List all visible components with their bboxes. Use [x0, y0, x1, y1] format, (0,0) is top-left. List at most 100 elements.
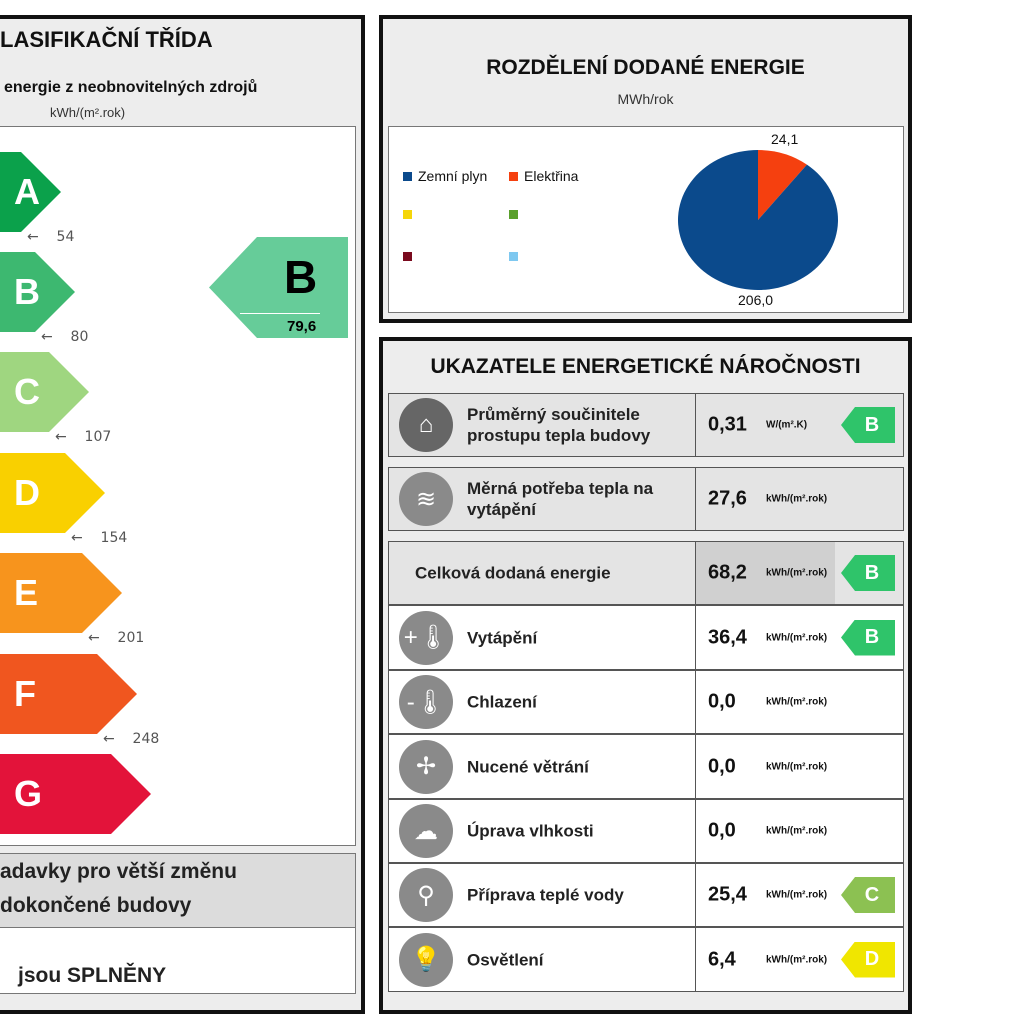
indicator-value: 68,2 [708, 561, 747, 584]
class-letter: F [14, 673, 36, 714]
indicator-unit: kWh/(m².rok) [766, 632, 828, 643]
result-box [0, 928, 356, 994]
class-threshold: ← 54 [27, 229, 75, 245]
legend-swatch [403, 252, 412, 261]
humidity-icon: ☁ [399, 804, 453, 858]
legend-item [403, 210, 418, 219]
indicator-value-cell: 0,0 kWh/(m².rok) [695, 671, 835, 733]
indicator-value: 36,4 [708, 626, 747, 648]
legend-item [403, 252, 418, 261]
requirement-result: jsou SPLNĚNY [18, 964, 167, 987]
class-badge: D [841, 941, 895, 978]
indicator-unit: W/(m².K) [766, 419, 808, 431]
indicator-label: Nucené větrání [467, 757, 589, 776]
legend-swatch [403, 210, 412, 219]
indicator-row: +🌡 Vytápění 36,4 kWh/(m².rok) B [388, 605, 904, 670]
indicator-row: ⌂ Průměrný součinitele prostupu tepla bud… [388, 393, 904, 457]
indicator-divider [240, 313, 320, 314]
class-letter: A [14, 171, 40, 212]
indicator-row: ≋ Měrná potřeba tepla na vytápění 27,6 kWh/… [388, 467, 904, 531]
legend-item: Elektřina [509, 168, 578, 184]
pie-slice [758, 150, 807, 220]
class-badge: B [841, 407, 895, 443]
legend-swatch [509, 210, 518, 219]
indicator-value: 0,0 [708, 819, 736, 842]
indicator-row: Celková dodaná energie 68,2 kWh/(m².rok) B [388, 541, 904, 605]
legend-swatch [403, 171, 412, 181]
house-icon: ⌂ [399, 398, 453, 452]
class-threshold: ← 201 [88, 630, 145, 646]
faucet-icon: ⚲ [399, 868, 453, 922]
indicator-unit: kWh/(m².rok) [766, 696, 828, 708]
class-threshold: ← 107 [55, 429, 112, 445]
pie-label-small: 24,1 [771, 131, 799, 147]
indicator-unit: kWh/(m².rok) [766, 825, 828, 837]
indicator-value: 0,31 [708, 413, 747, 436]
classification-title: LASIFIKAČNÍ TŘÍDA [0, 27, 213, 52]
class-badge: B [841, 555, 895, 591]
indicator-value: 79,6 [287, 318, 317, 335]
indicator-label: Průměrný součinitele prostupu tepla budo… [467, 405, 651, 445]
light-bulb-icon: 💡 [399, 932, 453, 987]
requirement-box [0, 853, 356, 928]
indicator-class: B [284, 251, 318, 303]
indicators-title: UKAZATELE ENERGETICKÉ NÁROČNOSTI [430, 355, 861, 378]
class-letter: D [14, 472, 40, 513]
indicator-unit: kWh/(m².rok) [766, 761, 828, 772]
indicator-row: 💡 Osvětlení 6,4 kWh/(m².rok) D [388, 927, 904, 992]
class-badge: B [841, 619, 895, 656]
indicator-value-cell: 36,4 kWh/(m².rok) [695, 606, 835, 669]
indicator-label: Vytápění [467, 628, 538, 647]
class-threshold: ← 154 [71, 530, 128, 546]
indicator-value-cell: 0,0 kWh/(m².rok) [695, 800, 835, 862]
pie-label-large: 206,0 [738, 292, 774, 308]
class-badge: C [841, 877, 895, 913]
legend-item: Zemní plyn [403, 168, 487, 184]
cooling-icon: -🌡 [399, 675, 453, 729]
indicator-row: -🌡 Chlazení 0,0 kWh/(m².rok) [388, 670, 904, 734]
indicator-label: Příprava teplé vody [467, 885, 624, 905]
fan-icon: ✢ [399, 739, 453, 794]
requirement-text-1: adavky pro větší změnu [0, 860, 237, 883]
heat-demand-icon: ≋ [399, 472, 453, 526]
indicator-unit: kWh/(m².rok) [766, 889, 828, 901]
indicator-value-cell: 27,6 kWh/(m².rok) [695, 468, 835, 530]
indicator-row: ☁ Úprava vlhkosti 0,0 kWh/(m².rok) [388, 799, 904, 863]
pie-slice [678, 150, 838, 290]
legend-item [509, 252, 524, 261]
indicator-value: 0,0 [708, 690, 736, 713]
class-letter: B [14, 271, 40, 312]
indicator-value: 0,0 [708, 755, 736, 777]
indicator-label: Měrná potřeba tepla na vytápění [467, 479, 654, 519]
indicator-label: Osvětlení [467, 950, 544, 969]
classification-unit: kWh/(m².rok) [50, 105, 126, 120]
indicator-value: 25,4 [708, 883, 747, 906]
class-threshold: ← 248 [103, 731, 160, 747]
indicator-label: Úprava vlhkosti [467, 821, 594, 841]
pie-chart [678, 150, 838, 290]
indicator-row: ✢ Nucené větrání 0,0 kWh/(m².rok) [388, 734, 904, 799]
indicator-unit: kWh/(m².rok) [766, 567, 828, 579]
heating-icon: +🌡 [399, 610, 453, 665]
pie-title: ROZDĚLENÍ DODANÉ ENERGIE [486, 56, 805, 79]
indicator-row: ⚲ Příprava teplé vody 25,4 kWh/(m².rok) C [388, 863, 904, 927]
class-letter: E [14, 572, 39, 613]
indicator-value-cell: 68,2 kWh/(m².rok) [695, 542, 835, 604]
indicator-label: Chlazení [467, 692, 537, 712]
indicator-value: 27,6 [708, 487, 747, 510]
indicator-unit: kWh/(m².rok) [766, 493, 828, 505]
indicator-value-cell: 0,0 kWh/(m².rok) [695, 735, 835, 798]
classification-subtitle: energie z neobnovitelných zdrojů [4, 79, 258, 96]
indicator-value-cell: 25,4 kWh/(m².rok) [695, 864, 835, 926]
pie-unit: MWh/rok [617, 91, 674, 107]
indicator-value-cell: 6,4 kWh/(m².rok) [695, 928, 835, 991]
class-letter: C [14, 371, 40, 412]
indicator-label: Celková dodaná energie [415, 563, 611, 583]
class-threshold: ← 80 [41, 329, 89, 345]
requirement-text-2: dokončené budovy [0, 894, 192, 917]
class-letter: G [14, 773, 43, 814]
legend-swatch [509, 171, 518, 181]
indicator-unit: kWh/(m².rok) [766, 954, 828, 965]
indicator-value-cell: 0,31 W/(m².K) [695, 394, 835, 456]
indicator-value: 6,4 [708, 948, 736, 970]
